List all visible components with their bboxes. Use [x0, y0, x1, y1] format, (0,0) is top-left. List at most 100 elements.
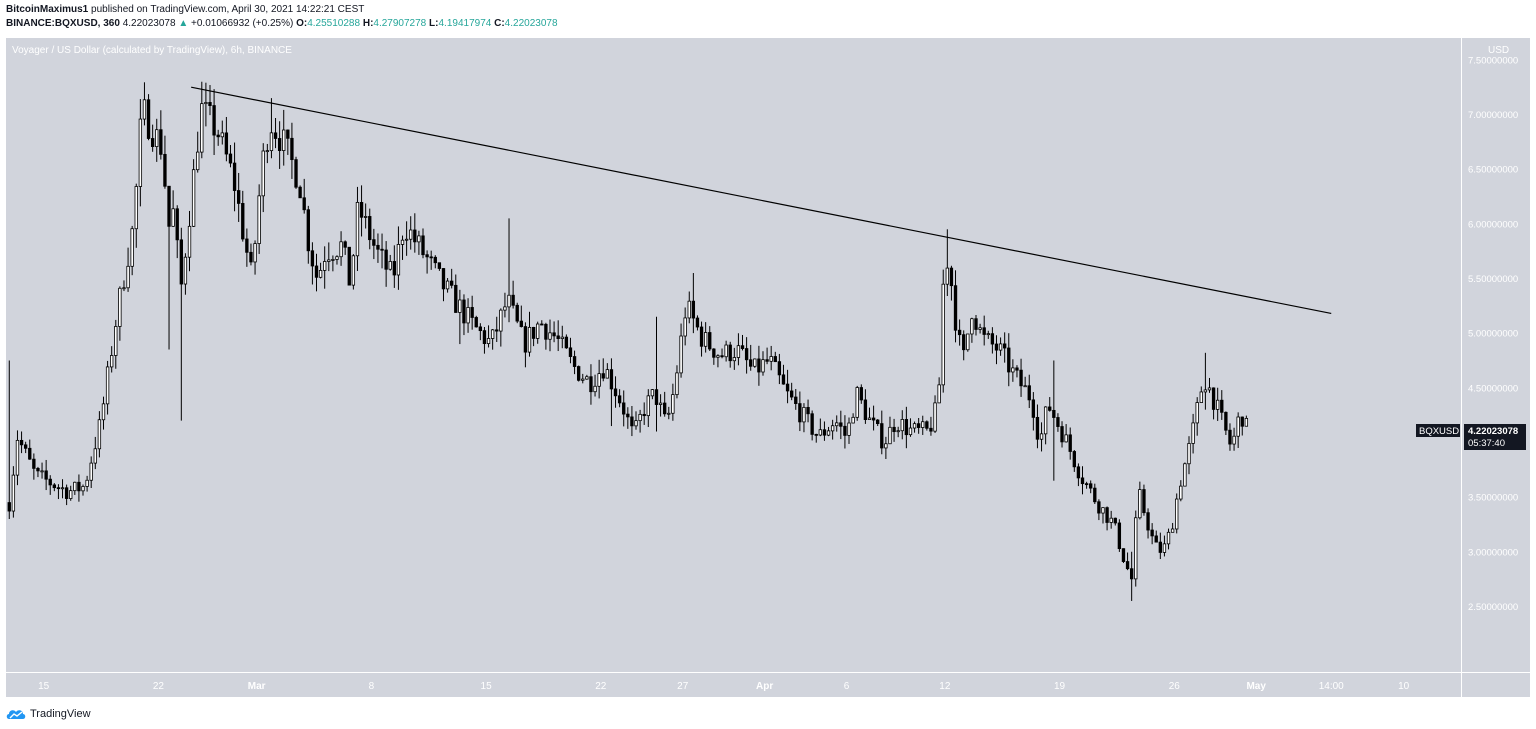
candle-body [540, 323, 544, 326]
candle-body [949, 267, 954, 287]
candle-body [892, 426, 896, 433]
candle-body [1187, 443, 1191, 465]
x-tick-labels: 15 22 Mar 8 15 22 27 Apr 6 12 19 26 May 14:00 10 [38, 681, 1410, 692]
candle-body [433, 256, 437, 264]
y-tick-label: 5.50000000 [1468, 274, 1518, 285]
candle-body [990, 333, 995, 345]
candle-body [712, 348, 716, 358]
candle-body [945, 267, 949, 285]
candle-body [1142, 489, 1146, 514]
candle-body [191, 169, 196, 227]
candle-body [294, 159, 298, 188]
y-tick-label: 3.50000000 [1468, 493, 1518, 504]
candle-body [720, 355, 724, 358]
candle-body [1056, 417, 1060, 427]
candle-body [421, 235, 425, 256]
candle-body [642, 413, 646, 417]
candle-body [867, 417, 872, 420]
candle-body [527, 326, 532, 353]
candle-body [372, 239, 376, 246]
open-value: 4.25510288 [307, 18, 361, 29]
candle-body [253, 243, 257, 263]
candle-body [19, 439, 24, 446]
candle-body [1068, 434, 1072, 452]
candle-body [23, 444, 28, 449]
candle-body [1125, 561, 1130, 570]
candle-body [896, 430, 900, 433]
candle-body [921, 421, 925, 428]
candle-body [392, 261, 396, 276]
candle-body [757, 358, 761, 373]
candle-body [249, 251, 253, 263]
candle-body [871, 417, 876, 421]
x-tick-label: 27 [677, 681, 689, 692]
tradingview-logo[interactable]: TradingView [6, 707, 91, 721]
candle-body [1121, 548, 1126, 562]
axis-corner [1462, 673, 1530, 697]
change-up-icon: ▲ [178, 18, 189, 29]
candle-body [15, 439, 20, 476]
candle-body [974, 318, 978, 330]
candle-body [1129, 568, 1134, 580]
candle-body [355, 202, 360, 257]
low-value: 4.19417974 [438, 18, 492, 29]
candle-body [765, 359, 769, 362]
price-axis[interactable] [1462, 38, 1530, 672]
candle-body [810, 413, 814, 435]
candle-body [384, 249, 388, 270]
candle-body [351, 255, 356, 286]
candle-body [286, 129, 290, 139]
candle-body [1199, 391, 1203, 403]
candle-body [1158, 541, 1163, 553]
candle-body [654, 389, 659, 405]
candle-body [843, 425, 847, 436]
candle-body [835, 422, 839, 427]
candle-body [454, 284, 458, 313]
candle-body [630, 416, 634, 427]
candle-body [716, 355, 720, 358]
candle-body [466, 307, 470, 324]
plot-background[interactable] [6, 38, 1461, 672]
candle-body [396, 244, 401, 276]
candle-body [314, 265, 319, 278]
price-badge-bg [1464, 424, 1526, 450]
candle-body [847, 422, 851, 436]
candle-body [183, 256, 188, 285]
x-tick-label: 22 [595, 681, 607, 692]
candle-body [265, 150, 270, 153]
candle-body [576, 366, 581, 381]
candle-body [986, 333, 990, 336]
author-name[interactable]: BitcoinMaximus1 [6, 4, 89, 15]
candle-body [957, 329, 962, 336]
candle-body [663, 402, 667, 415]
time-axis[interactable] [6, 673, 1461, 697]
candle-body [277, 138, 282, 151]
candle-body [568, 347, 573, 357]
candle-body [761, 359, 765, 373]
candle-body [863, 399, 868, 420]
candle-body [85, 479, 89, 487]
candle-body [671, 394, 675, 414]
candle-body [495, 329, 499, 332]
x-tick-label: 10 [1398, 681, 1410, 692]
candle-body [77, 481, 81, 492]
candle-body [359, 202, 364, 218]
candle-body [581, 378, 585, 381]
candle-body [1232, 435, 1236, 445]
candle-body [552, 332, 556, 337]
candle-body [450, 280, 454, 286]
candle-body [695, 317, 700, 328]
candle-body [884, 443, 888, 449]
candle-body [269, 132, 274, 152]
tradingview-cloud-icon [6, 710, 26, 719]
trendline[interactable] [191, 86, 1332, 315]
candle-body [458, 299, 462, 313]
candle-body [1117, 522, 1122, 550]
candle-body [998, 343, 1003, 351]
candle-body [171, 208, 175, 227]
candle-body [1203, 389, 1208, 393]
candle-body [1031, 399, 1036, 418]
candle-body [798, 403, 802, 423]
candle-body [622, 402, 626, 415]
